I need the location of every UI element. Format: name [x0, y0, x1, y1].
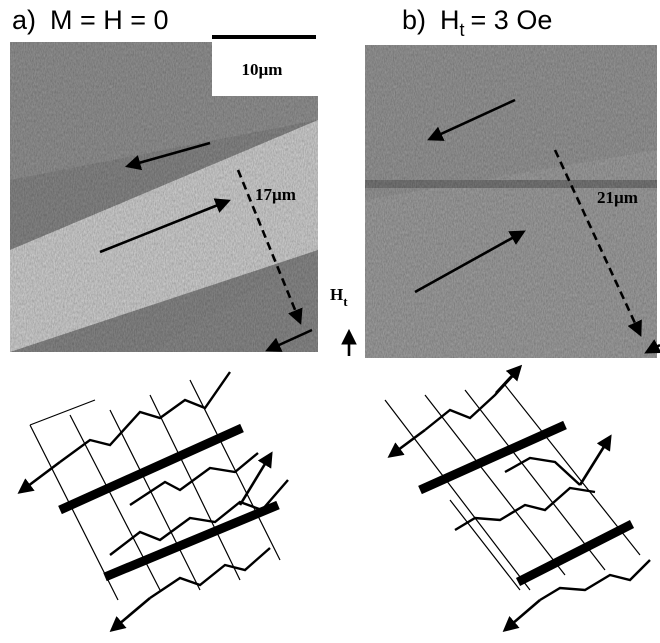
- distance-label: 21µm: [597, 188, 638, 207]
- text-part: M = H = 0: [50, 5, 169, 35]
- text-part: t: [343, 294, 348, 309]
- panel-title: b) Ht = 3 Oe: [402, 5, 552, 40]
- text-part: H: [330, 285, 343, 304]
- text-part: = 3 Oe: [471, 5, 553, 35]
- panel-title: a) M = H = 0: [12, 5, 169, 35]
- distance-label: 17µm: [255, 185, 296, 204]
- domain-diagram-b: [385, 367, 650, 630]
- field-label: Ht: [330, 285, 348, 309]
- text-part: t: [460, 20, 465, 40]
- figure: a) M = H = 0 b) Ht = 3 Oe 10µm 17µm Ht 21µm: [0, 0, 660, 643]
- text-part: b): [402, 5, 426, 35]
- domain-diagram-a: [20, 372, 288, 630]
- scale-label: 10µm: [242, 60, 283, 79]
- text-part: a): [12, 5, 36, 35]
- text-part: H: [440, 5, 460, 35]
